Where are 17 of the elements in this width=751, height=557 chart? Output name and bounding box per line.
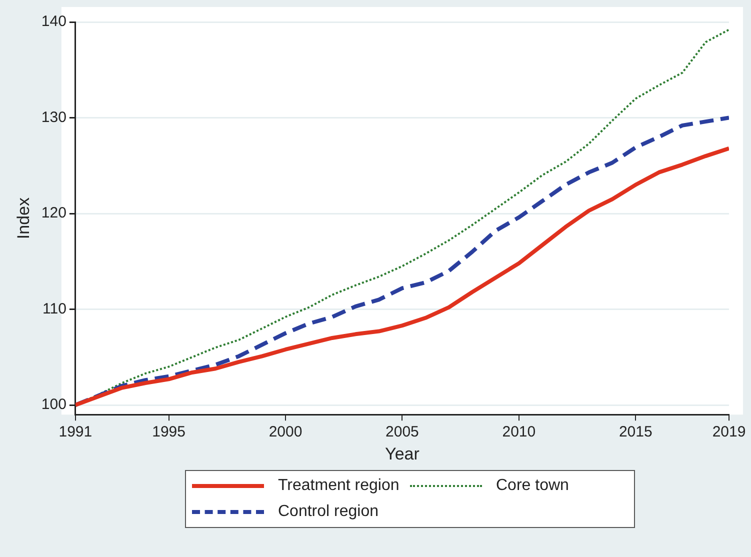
y-tick-label: 110 (42, 300, 66, 318)
y-axis-title: Index (14, 197, 33, 240)
legend-label: Treatment region (278, 477, 400, 495)
x-tick-label: 2005 (386, 424, 419, 441)
x-tick-label: 1991 (58, 424, 92, 441)
x-tick-label: 2000 (268, 424, 302, 441)
y-tick-label: 140 (41, 13, 66, 30)
legend-label: Control region (278, 503, 378, 521)
x-axis-title: Year (385, 444, 420, 464)
y-tick-label: 100 (41, 396, 66, 414)
x-tick-label: 2010 (502, 424, 536, 441)
legend-label: Core town (496, 477, 569, 495)
y-tick-label: 130 (41, 108, 66, 126)
y-tick-label: 120 (41, 204, 66, 222)
x-tick-label: 2015 (618, 424, 652, 441)
x-tick-label: 1995 (152, 424, 186, 441)
x-tick-label: 2019 (712, 424, 746, 441)
